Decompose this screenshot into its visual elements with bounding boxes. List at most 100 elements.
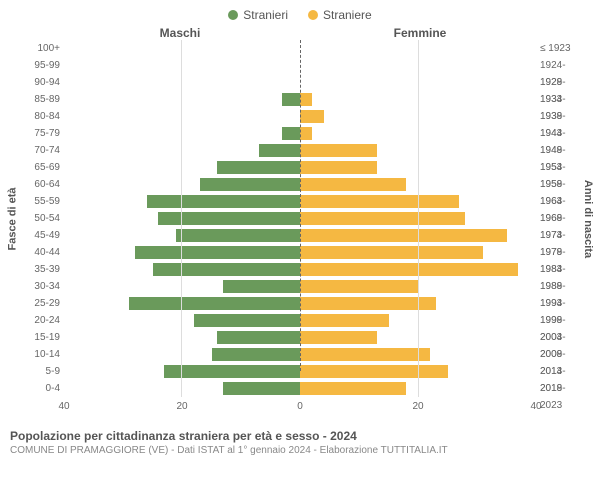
bar-row <box>64 329 300 346</box>
male-bar <box>282 127 300 140</box>
x-tick: 40 <box>58 401 69 412</box>
age-labels-column: 100+95-9990-9485-8980-8475-7970-7465-696… <box>20 40 64 397</box>
birth-year-label: 1944-1948 <box>536 125 580 142</box>
female-bar <box>300 161 377 174</box>
female-bar <box>300 212 465 225</box>
age-label: 100+ <box>20 40 64 57</box>
female-bar <box>300 263 518 276</box>
bar-row <box>64 159 300 176</box>
birth-year-label: 1924-1928 <box>536 57 580 74</box>
birth-year-label: 1939-1943 <box>536 108 580 125</box>
birth-year-label: ≤ 1923 <box>536 40 580 57</box>
birth-year-label: 1949-1953 <box>536 142 580 159</box>
female-bar <box>300 178 406 191</box>
bar-row <box>64 125 300 142</box>
x-tick: 20 <box>412 401 423 412</box>
birth-year-label: 1934-1938 <box>536 91 580 108</box>
female-bar <box>300 297 436 310</box>
age-label: 15-19 <box>20 329 64 346</box>
x-axis: 402002040 <box>0 397 600 423</box>
bar-row <box>64 244 300 261</box>
male-bar <box>200 178 300 191</box>
bar-row <box>64 142 300 159</box>
female-bar <box>300 229 507 242</box>
age-label: 10-14 <box>20 346 64 363</box>
birth-year-label: 1989-1993 <box>536 278 580 295</box>
female-bar <box>300 314 389 327</box>
male-bar <box>212 348 301 361</box>
male-bars-area <box>64 40 300 397</box>
legend-swatch-female <box>308 10 318 20</box>
birth-year-label: 1964-1968 <box>536 193 580 210</box>
bar-row <box>64 346 300 363</box>
chart-footer: Popolazione per cittadinanza straniera p… <box>0 423 600 456</box>
legend-item-male: Stranieri <box>228 8 288 22</box>
female-bar <box>300 331 377 344</box>
age-label: 20-24 <box>20 312 64 329</box>
age-label: 65-69 <box>20 159 64 176</box>
female-bar <box>300 93 312 106</box>
bar-row <box>64 40 300 57</box>
x-tick: 40 <box>530 401 541 412</box>
gridline <box>181 40 182 397</box>
y-axis-label-right: Anni di nascita <box>580 40 596 397</box>
age-label: 95-99 <box>20 57 64 74</box>
age-label: 55-59 <box>20 193 64 210</box>
birth-year-label: 1974-1978 <box>536 227 580 244</box>
female-bar <box>300 144 377 157</box>
female-bars-area <box>300 40 536 397</box>
female-bar <box>300 110 324 123</box>
age-label: 70-74 <box>20 142 64 159</box>
male-bar <box>176 229 300 242</box>
bar-row <box>64 278 300 295</box>
bar-row <box>64 108 300 125</box>
bar-row <box>64 91 300 108</box>
male-bar <box>147 195 300 208</box>
female-bar <box>300 280 418 293</box>
birth-year-label: 1929-1933 <box>536 74 580 91</box>
birth-year-label: 1969-1973 <box>536 210 580 227</box>
bar-row <box>64 380 300 397</box>
bar-row <box>64 295 300 312</box>
birth-year-label: 1999-2003 <box>536 312 580 329</box>
header-female: Femmine <box>300 26 540 40</box>
legend-item-female: Straniere <box>308 8 372 22</box>
male-bar <box>158 212 300 225</box>
chart-title: Popolazione per cittadinanza straniera p… <box>10 429 590 443</box>
legend: Stranieri Straniere <box>0 0 600 26</box>
bar-row <box>64 176 300 193</box>
age-label: 45-49 <box>20 227 64 244</box>
female-bar <box>300 365 448 378</box>
age-label: 75-79 <box>20 125 64 142</box>
birth-year-label: 2004-2008 <box>536 329 580 346</box>
chart-source: COMUNE DI PRAMAGGIORE (VE) - Dati ISTAT … <box>10 445 590 456</box>
age-label: 30-34 <box>20 278 64 295</box>
bar-row <box>64 227 300 244</box>
age-label: 25-29 <box>20 295 64 312</box>
male-bar <box>135 246 300 259</box>
x-tick: 20 <box>176 401 187 412</box>
age-label: 0-4 <box>20 380 64 397</box>
birth-year-label: 1954-1958 <box>536 159 580 176</box>
male-bar <box>153 263 301 276</box>
birth-year-label: 1959-1963 <box>536 176 580 193</box>
age-label: 90-94 <box>20 74 64 91</box>
legend-label-male: Stranieri <box>243 8 288 22</box>
male-bar <box>129 297 300 310</box>
gridline <box>418 40 419 397</box>
birth-year-label: 1994-1998 <box>536 295 580 312</box>
bar-row <box>64 74 300 91</box>
male-bar <box>217 331 300 344</box>
column-headers: Maschi Femmine <box>0 26 600 40</box>
age-label: 85-89 <box>20 91 64 108</box>
age-label: 5-9 <box>20 363 64 380</box>
age-label: 60-64 <box>20 176 64 193</box>
bar-row <box>64 312 300 329</box>
birth-year-label: 1984-1988 <box>536 261 580 278</box>
female-bar <box>300 195 459 208</box>
birth-year-label: 2009-2013 <box>536 346 580 363</box>
bar-row <box>64 363 300 380</box>
male-bar <box>164 365 300 378</box>
birth-year-labels-column: ≤ 19231924-19281929-19331934-19381939-19… <box>536 40 580 397</box>
y-axis-label-left: Fasce di età <box>4 40 20 397</box>
